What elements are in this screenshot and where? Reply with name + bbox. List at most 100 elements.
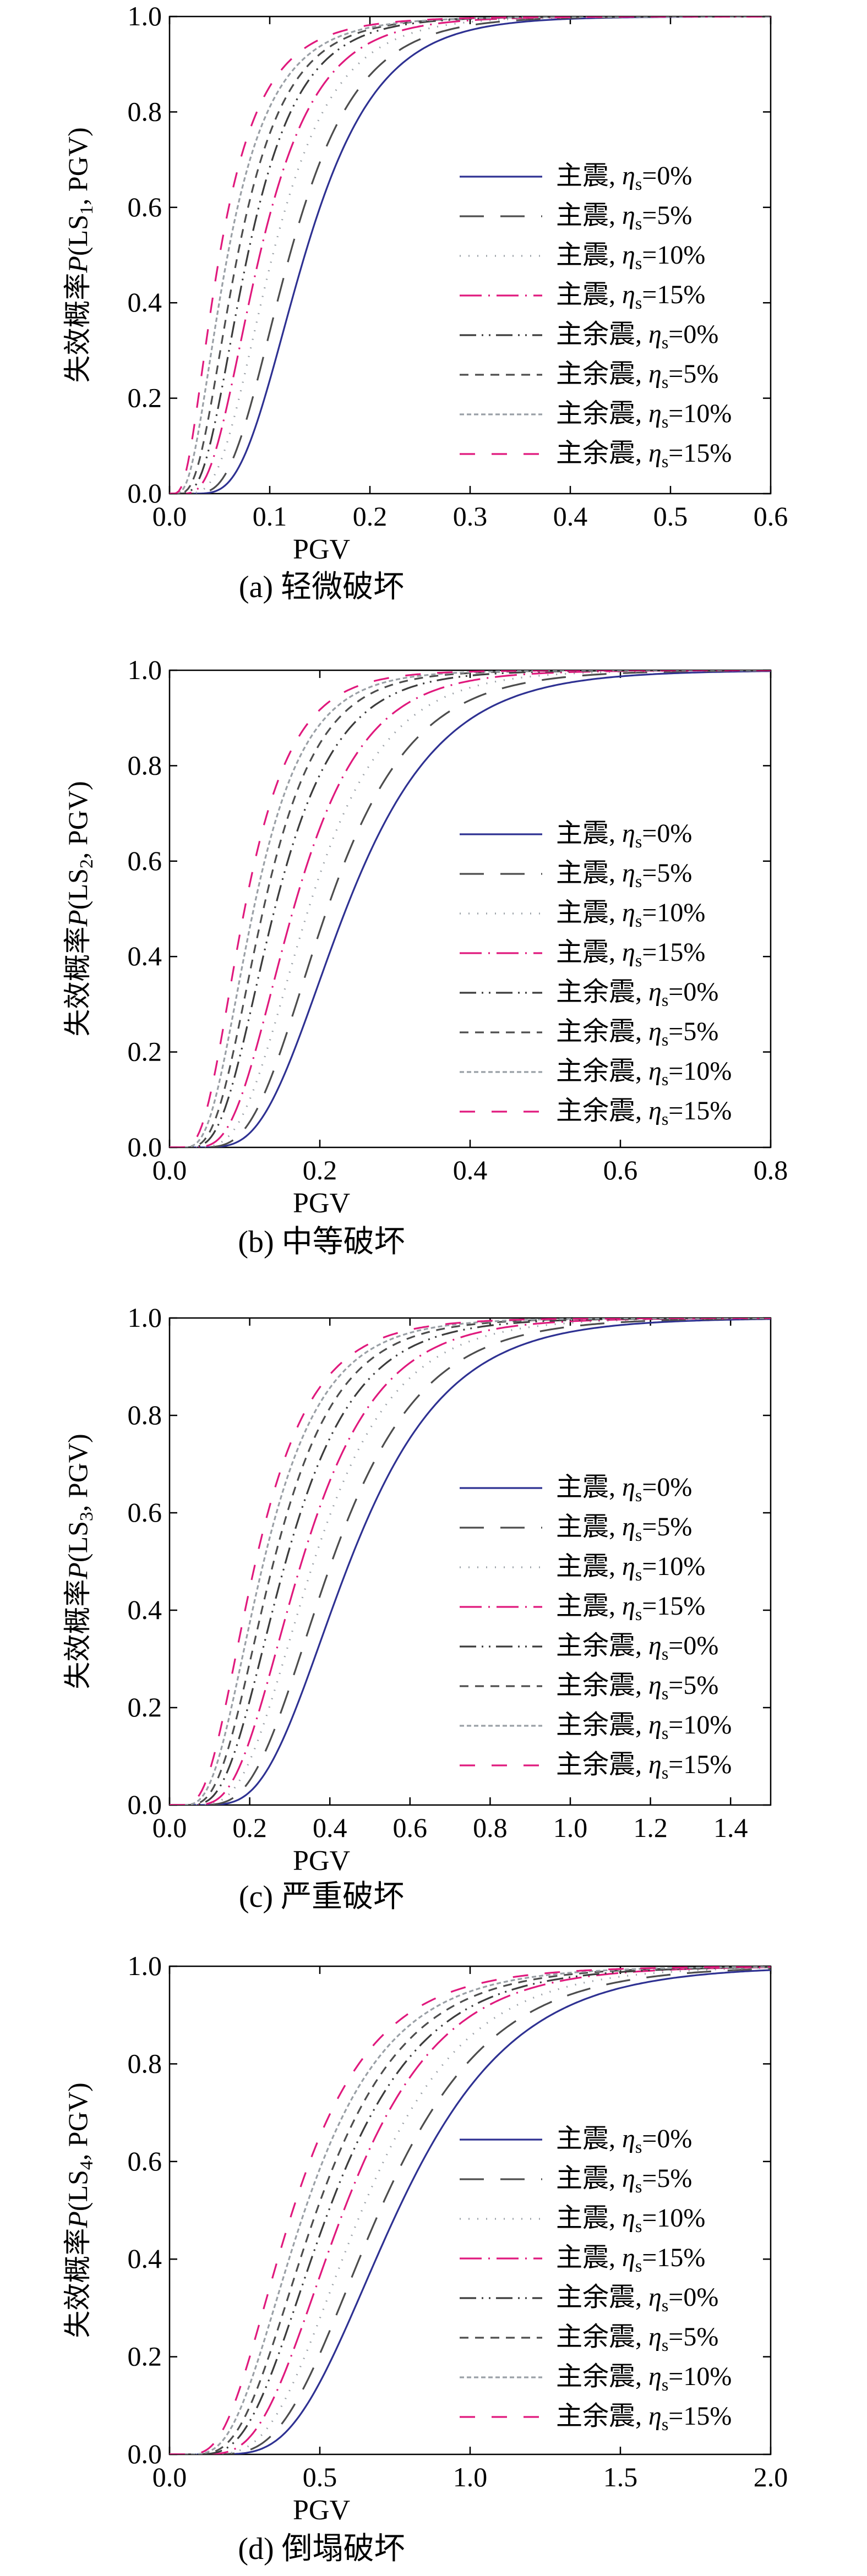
series-line	[170, 1966, 771, 2454]
x-tick-label: 0.4	[453, 1155, 488, 1185]
series-line	[170, 1318, 771, 1805]
chart-panel: 0.0 0.2 0.4 0.6 0.8 0.0 0.2 0.4 0.6 0.8 1.0 PGV 失效概率…	[62, 654, 788, 1259]
y-tick-label: 0.2	[128, 1036, 162, 1067]
legend-entry: 主震, ηs=0%	[556, 161, 692, 194]
series-line	[170, 17, 771, 494]
plot-frame	[168, 1317, 772, 1806]
y-tick-label: 0.8	[128, 96, 162, 127]
chart-panel: 0.0 0.1 0.2 0.3 0.4 0.5 0.6 0.0 0.2 0.4 0.6 0.8 1.0 P…	[62, 1, 788, 604]
legend-entry: 主震, ηs=0%	[556, 819, 692, 851]
x-tick-label: 0.2	[232, 1812, 267, 1843]
series-line	[170, 670, 771, 1147]
y-tick-label: 0.2	[128, 2341, 162, 2372]
series-line	[170, 17, 771, 494]
chart-panel: 0.0 0.5 1.0 1.5 2.0 0.0 0.2 0.4 0.6 0.8 1.0 PGV 失效概率…	[62, 1950, 788, 2566]
legend-entry: 主余震, ηs=15%	[556, 439, 732, 471]
legend-entry: 主震, ηs=15%	[556, 938, 705, 970]
series-line	[170, 1969, 771, 2454]
y-tick-label: 1.0	[128, 1, 162, 31]
x-tick-label: 0.5	[303, 2462, 337, 2492]
legend-entry: 主余震, ηs=0%	[556, 320, 718, 352]
y-tick-label: 0.0	[128, 2438, 162, 2469]
legend-entry: 主余震, ηs=5%	[556, 359, 718, 392]
series-line	[170, 1318, 771, 1805]
x-tick-label: 2.0	[754, 2462, 788, 2492]
legend-entry: 主余震, ηs=0%	[556, 977, 718, 1010]
y-tick-label: 0.8	[128, 750, 162, 780]
x-tick-label: 1.2	[633, 1812, 668, 1843]
legend-entry: 主震, ηs=5%	[556, 1512, 692, 1545]
y-axis-label: 失效概率P(LS4, PGV)	[62, 2082, 97, 2338]
chart-panel: 0.0 0.2 0.4 0.6 0.8 1.0 1.2 1.4 0.0 0.2 0.4 0.6 0.8 1…	[62, 1302, 772, 1914]
x-tick-label: 1.4	[713, 1812, 748, 1843]
y-tick-label: 0.4	[128, 287, 162, 318]
legend-entry: 主余震, ηs=5%	[556, 1671, 718, 1703]
x-tick-label: 0.2	[303, 1155, 337, 1185]
legend-entry: 主震, ηs=15%	[556, 1591, 705, 1624]
y-tick-label: 0.4	[128, 2243, 162, 2274]
legend-entry: 主震, ηs=15%	[556, 280, 705, 313]
x-tick-label: 0.5	[653, 501, 688, 532]
y-axis-label: 失效概率P(LS3, PGV)	[62, 1434, 97, 1689]
x-tick-label: 0.0	[152, 2462, 187, 2492]
y-tick-label: 0.6	[128, 2146, 162, 2176]
legend-entry: 主余震, ηs=0%	[556, 1631, 718, 1664]
x-tick-label: 0.3	[453, 501, 488, 532]
series-line	[170, 1966, 771, 2454]
legend-entry: 主余震, ηs=15%	[556, 1096, 732, 1129]
series-line	[170, 17, 771, 494]
y-tick-label: 1.0	[128, 1302, 162, 1333]
panel-caption: (c) 严重破坏	[239, 1880, 404, 1914]
x-tick-label: 0.6	[603, 1155, 638, 1185]
panel-caption: (b) 中等破坏	[238, 1225, 405, 1259]
series-line	[170, 670, 771, 1147]
x-tick-label: 1.0	[553, 1812, 588, 1843]
legend-entry: 主余震, ηs=15%	[556, 2402, 732, 2434]
y-tick-label: 0.4	[128, 1594, 162, 1625]
legend-entry: 主余震, ηs=0%	[556, 2283, 718, 2315]
y-tick-label: 0.8	[128, 2048, 162, 2079]
legend-entry: 主余震, ηs=15%	[556, 1750, 732, 1782]
series-line	[170, 670, 771, 1147]
series-line	[170, 1968, 771, 2454]
x-tick-label: 0.1	[253, 501, 287, 532]
legend-entry: 主震, ηs=10%	[556, 240, 705, 273]
panel-caption: (d) 倒塌破坏	[238, 2532, 405, 2566]
y-tick-label: 0.6	[128, 845, 162, 876]
y-tick-label: 0.0	[128, 1131, 162, 1162]
x-tick-label: 0.2	[353, 501, 388, 532]
x-axis-label: PGV	[293, 1188, 350, 1219]
series-line	[170, 670, 771, 1147]
x-tick-label: 0.6	[754, 501, 788, 532]
y-axis-label: 失效概率P(LS2, PGV)	[62, 781, 97, 1036]
x-tick-label: 0.8	[754, 1155, 788, 1185]
x-axis-label: PGV	[293, 2495, 350, 2526]
legend-entry: 主余震, ηs=10%	[556, 399, 732, 431]
legend-entry: 主震, ηs=5%	[556, 2164, 692, 2196]
x-tick-label: 0.0	[152, 1155, 187, 1185]
x-tick-label: 0.6	[393, 1812, 428, 1843]
legend-entry: 主震, ηs=10%	[556, 898, 705, 931]
series-line	[170, 670, 771, 1147]
legend-entry: 主余震, ηs=5%	[556, 1017, 718, 1049]
y-tick-label: 0.2	[128, 1692, 162, 1722]
series-line	[170, 1966, 771, 2454]
x-tick-label: 0.4	[313, 1812, 347, 1843]
x-tick-label: 1.0	[453, 2462, 488, 2492]
y-tick-label: 1.0	[128, 1950, 162, 1981]
legend-entry: 主余震, ηs=10%	[556, 1057, 732, 1089]
series-line	[170, 1318, 771, 1805]
legend-entry: 主震, ηs=5%	[556, 858, 692, 891]
x-axis-label: PGV	[293, 1845, 350, 1877]
x-axis-label: PGV	[293, 534, 350, 565]
y-tick-label: 0.0	[128, 478, 162, 508]
legend-entry: 主震, ηs=15%	[556, 2243, 705, 2276]
legend-entry: 主震, ηs=10%	[556, 1552, 705, 1584]
y-tick-label: 0.4	[128, 940, 162, 971]
y-tick-label: 0.8	[128, 1399, 162, 1430]
legend-entry: 主震, ηs=5%	[556, 201, 692, 233]
series-line	[170, 1318, 771, 1805]
legend-entry: 主震, ηs=10%	[556, 2203, 705, 2236]
x-tick-label: 0.4	[553, 501, 588, 532]
